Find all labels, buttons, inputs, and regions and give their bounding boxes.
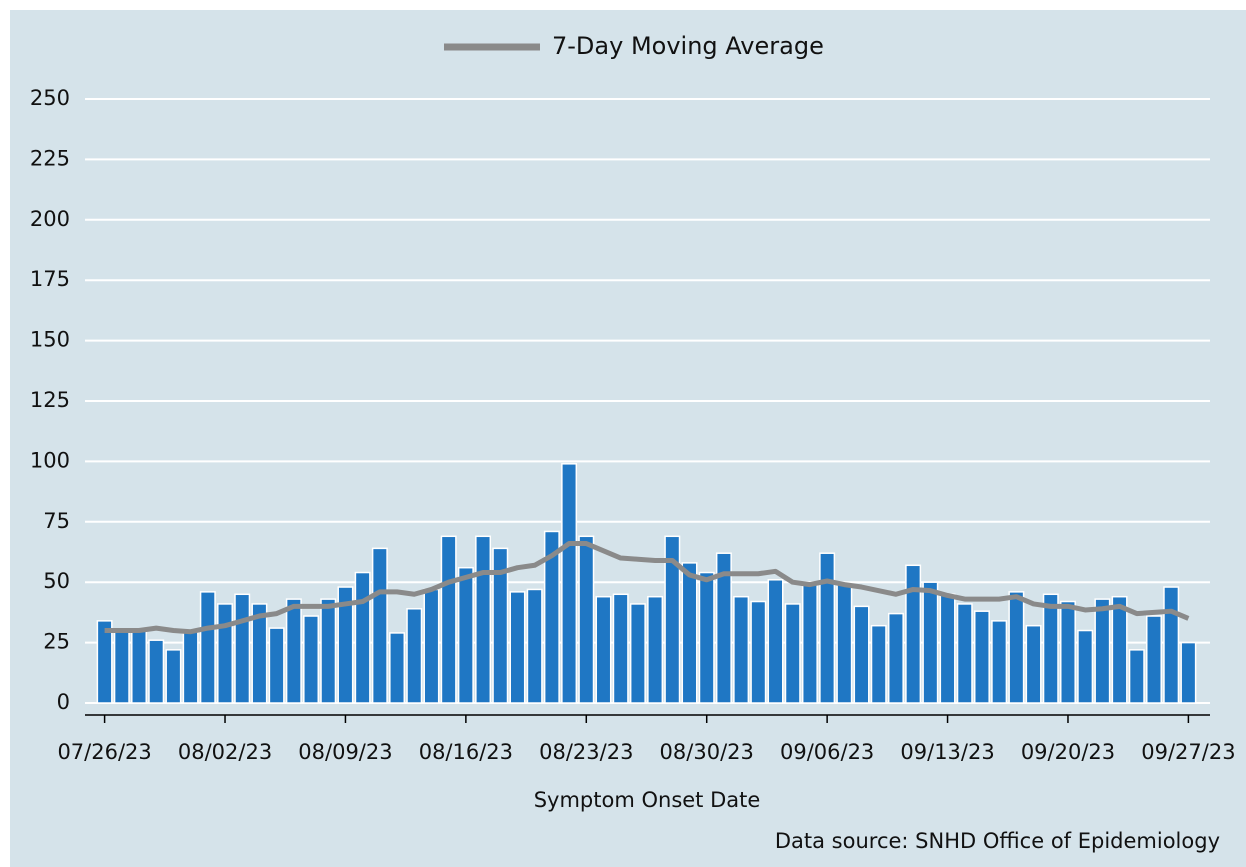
bar	[1146, 615, 1162, 704]
y-tick-label: 50	[43, 569, 70, 593]
moving-average-line	[104, 541, 1190, 635]
bar	[612, 593, 629, 704]
bar	[956, 603, 973, 704]
bar	[1111, 595, 1128, 704]
y-tick-label: 75	[43, 509, 70, 533]
bar	[337, 586, 354, 704]
bar	[578, 535, 595, 704]
bar	[406, 608, 423, 704]
bar	[973, 610, 990, 704]
bar	[320, 598, 337, 704]
y-tick-label: 100	[30, 448, 70, 472]
y-tick-label: 250	[30, 86, 70, 110]
bar	[801, 581, 818, 704]
bar	[1163, 586, 1180, 704]
bar	[457, 566, 474, 704]
bar	[199, 591, 216, 704]
x-tick-label: 09/27/23	[1141, 740, 1235, 764]
bar	[440, 535, 457, 704]
y-tick-label: 225	[30, 146, 70, 170]
x-tick-label: 08/16/23	[419, 740, 513, 764]
bar	[148, 639, 165, 704]
x-tick-label: 08/23/23	[539, 740, 633, 764]
bar	[96, 620, 113, 704]
bar	[784, 603, 801, 704]
bar	[1060, 600, 1076, 704]
bar	[1128, 649, 1145, 704]
bar	[113, 629, 130, 704]
bar	[234, 593, 251, 704]
bar	[647, 595, 664, 704]
bar	[1042, 593, 1059, 704]
bar	[1180, 641, 1197, 704]
x-tick-label: 09/06/23	[780, 740, 874, 764]
bar	[182, 629, 199, 704]
y-tick-label: 200	[30, 207, 70, 231]
bar	[853, 605, 870, 704]
bar	[526, 588, 543, 704]
bar	[165, 649, 182, 704]
x-tick-label: 08/02/23	[178, 740, 272, 764]
bar	[767, 579, 784, 704]
x-tick-label: 08/30/23	[660, 740, 754, 764]
bar	[1025, 624, 1042, 704]
bar	[561, 463, 578, 704]
bar	[887, 612, 904, 704]
bar	[664, 535, 681, 704]
y-tick-label: 125	[30, 388, 70, 412]
y-tick-label: 175	[30, 267, 70, 291]
bar	[509, 591, 526, 704]
bar	[543, 530, 560, 704]
chart-background	[10, 10, 1246, 867]
bar	[905, 564, 922, 704]
bar	[715, 552, 732, 704]
bar	[819, 552, 836, 704]
legend-label: 7-Day Moving Average	[552, 32, 824, 60]
x-axis-title: Symptom Onset Date	[534, 788, 761, 812]
x-tick-label: 09/20/23	[1021, 740, 1115, 764]
y-tick-label: 150	[30, 328, 70, 352]
bar	[1077, 629, 1094, 704]
bar	[733, 595, 750, 704]
bar	[922, 581, 939, 704]
bar	[371, 547, 388, 704]
source-note: Data source: SNHD Office of Epidemiology	[775, 829, 1220, 853]
bar	[681, 562, 698, 704]
bar	[595, 595, 612, 704]
bar	[492, 547, 509, 704]
bar	[1008, 591, 1025, 704]
bar	[870, 624, 887, 704]
x-tick-label: 08/09/23	[298, 740, 392, 764]
bar	[475, 535, 492, 704]
bar	[389, 632, 406, 704]
bar	[303, 615, 320, 704]
y-tick-label: 25	[43, 630, 70, 654]
bar	[939, 593, 956, 704]
bar	[251, 603, 268, 704]
bar	[836, 583, 853, 704]
bar	[354, 571, 371, 704]
x-tick-label: 09/13/23	[900, 740, 994, 764]
bar	[1094, 598, 1111, 704]
bar	[629, 603, 646, 704]
y-tick-label: 0	[57, 690, 70, 714]
bar	[131, 629, 147, 704]
bar	[268, 627, 285, 704]
bar	[991, 620, 1008, 704]
bar	[423, 588, 440, 704]
x-tick-label: 07/26/23	[57, 740, 151, 764]
bar	[698, 571, 715, 704]
bar	[217, 603, 233, 704]
bar	[750, 600, 767, 704]
bar	[285, 598, 302, 704]
